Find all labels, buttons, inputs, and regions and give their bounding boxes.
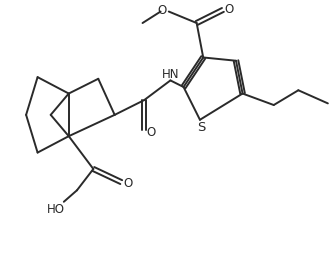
Text: HO: HO	[47, 202, 65, 215]
Text: HN: HN	[162, 68, 179, 80]
Text: O: O	[123, 176, 132, 189]
Text: O: O	[147, 125, 156, 138]
Text: O: O	[157, 4, 166, 17]
Text: O: O	[225, 3, 234, 16]
Text: S: S	[197, 121, 206, 134]
